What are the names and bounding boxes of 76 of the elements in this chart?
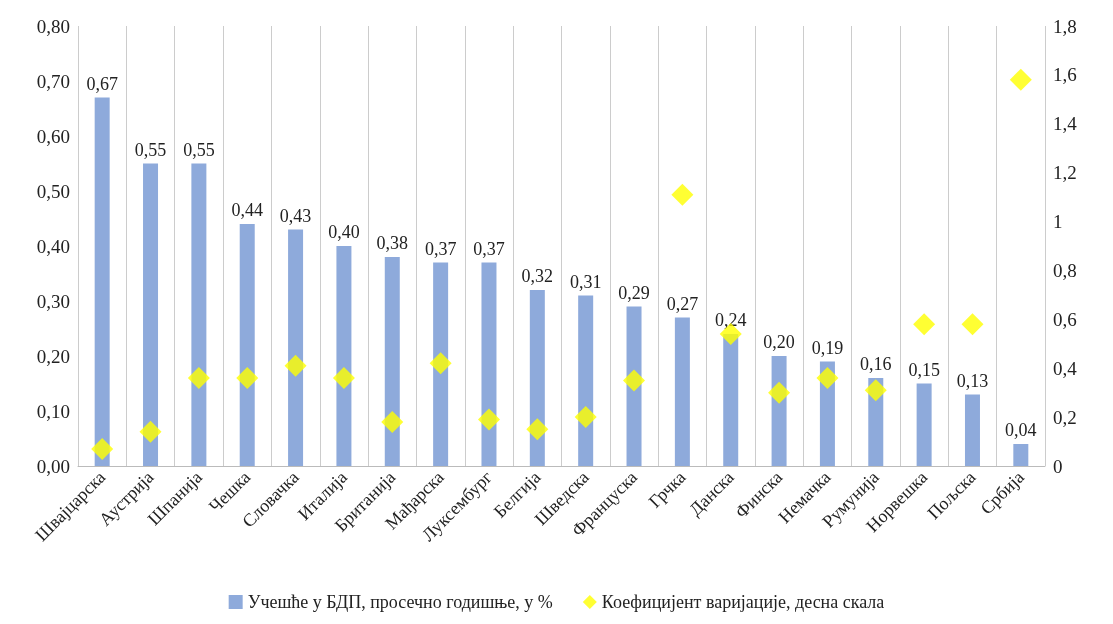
legend-label: Коефицијент варијације, десна скала xyxy=(601,592,885,612)
point xyxy=(526,418,549,441)
data-label: 0,19 xyxy=(811,337,844,358)
data-label: 0,44 xyxy=(231,200,263,220)
legend-label: Учешће у БДП, просечно годишње, у % xyxy=(247,592,553,612)
y-tick-label: 0,70 xyxy=(36,70,70,92)
data-label: 0,43 xyxy=(279,205,312,226)
data-label: 0,40 xyxy=(328,222,360,242)
data-label: 0,37 xyxy=(473,238,505,259)
bar xyxy=(1013,444,1029,466)
data-label: 0,16 xyxy=(860,354,892,374)
point xyxy=(574,406,597,429)
data-label: 0,13 xyxy=(956,370,989,391)
bar xyxy=(336,246,352,466)
y2-tick-label: 1,6 xyxy=(1053,64,1077,86)
bar xyxy=(964,394,980,466)
point xyxy=(187,367,210,389)
data-label: 0,20 xyxy=(763,332,795,352)
y-tick-label: 0,50 xyxy=(36,180,70,202)
point xyxy=(91,437,114,460)
data-label: 0,38 xyxy=(376,233,409,253)
data-label: 0,15 xyxy=(908,359,940,380)
y2-tick-label: 0,2 xyxy=(1053,406,1077,428)
point xyxy=(864,379,887,402)
point xyxy=(1009,68,1032,91)
y2-tick-label: 0,8 xyxy=(1053,259,1077,281)
data-label: 0,32 xyxy=(521,266,554,286)
point xyxy=(623,369,646,392)
bar xyxy=(481,262,497,466)
y2-tick-label: 1,8 xyxy=(1053,15,1077,37)
point xyxy=(236,367,259,389)
y-tick-label: 0,10 xyxy=(36,400,70,422)
y2-tick-label: 0,4 xyxy=(1053,357,1078,379)
point xyxy=(671,183,694,206)
bar xyxy=(143,163,159,466)
y-tick-label: 0,80 xyxy=(36,15,70,37)
data-label: 0,31 xyxy=(569,271,602,292)
data-label: 0,24 xyxy=(714,310,747,330)
y2-tick-label: 1,4 xyxy=(1053,113,1078,135)
y2-tick-label: 1 xyxy=(1053,211,1063,233)
data-label: 0,37 xyxy=(424,238,457,259)
point xyxy=(961,313,984,336)
data-label: 0,29 xyxy=(618,282,650,303)
bar xyxy=(578,295,594,466)
point xyxy=(139,420,162,443)
bar xyxy=(191,163,207,466)
y-tick-label: 0,30 xyxy=(36,290,70,312)
y2-tick-label: 0,6 xyxy=(1053,308,1077,330)
bar xyxy=(384,257,400,466)
point xyxy=(332,367,355,389)
point xyxy=(816,367,839,389)
data-label: 0,04 xyxy=(1005,420,1037,440)
bar xyxy=(288,229,304,466)
bar xyxy=(626,306,642,466)
y-tick-label: 0,40 xyxy=(36,235,70,257)
data-label: 0,27 xyxy=(666,293,699,314)
point xyxy=(429,352,452,375)
data-label: 0,55 xyxy=(134,139,167,160)
y2-tick-label: 0 xyxy=(1053,455,1063,477)
y2-tick-label: 1,2 xyxy=(1053,162,1077,184)
bar xyxy=(433,262,449,466)
point xyxy=(913,313,936,336)
bar xyxy=(674,317,690,466)
y-tick-label: 0,20 xyxy=(36,345,70,367)
y-tick-label: 0,60 xyxy=(36,125,70,147)
bar xyxy=(94,97,110,466)
point xyxy=(477,408,500,431)
bar xyxy=(916,383,932,466)
data-label: 0,67 xyxy=(86,73,118,94)
y-tick-label: 0,00 xyxy=(36,455,70,477)
point xyxy=(381,411,404,433)
bar xyxy=(529,290,545,466)
point xyxy=(768,381,791,404)
data-label: 0,55 xyxy=(183,139,215,160)
bar xyxy=(239,224,255,466)
point xyxy=(284,354,307,377)
